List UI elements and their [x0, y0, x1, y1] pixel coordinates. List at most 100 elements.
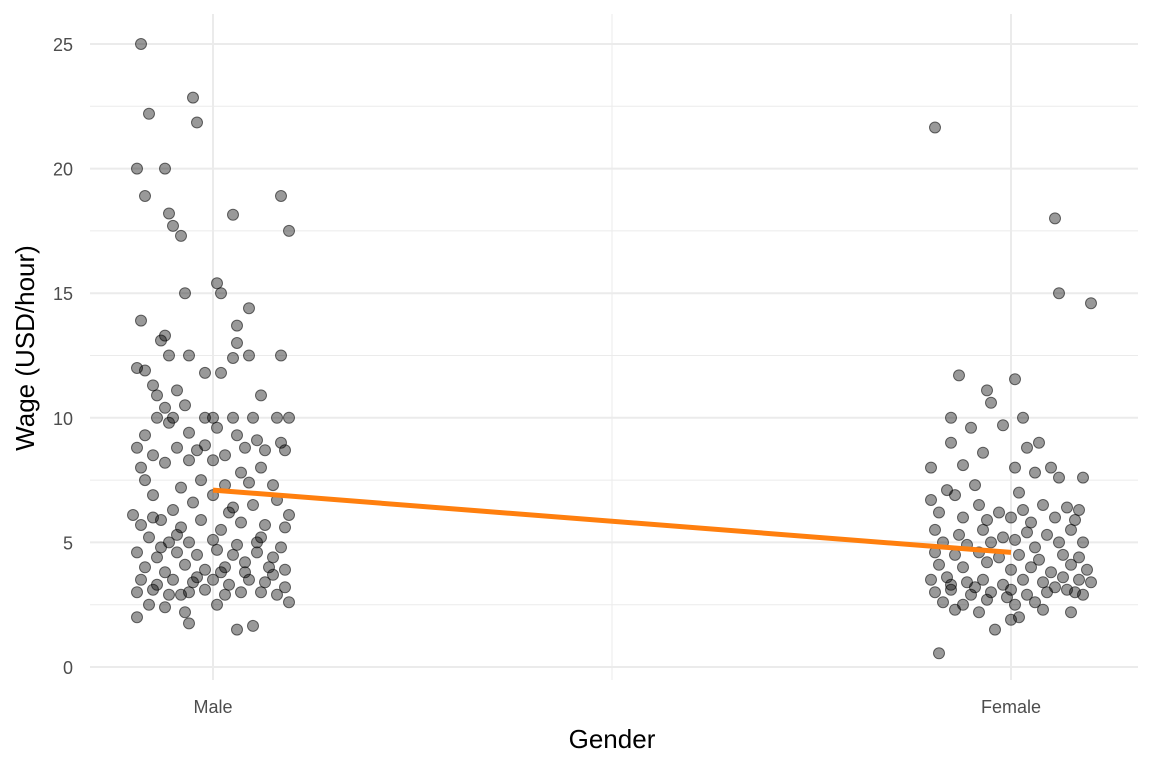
data-point	[973, 499, 985, 511]
data-point	[151, 411, 163, 424]
data-point	[151, 551, 163, 564]
data-point	[981, 384, 993, 397]
data-point	[925, 494, 937, 506]
data-point	[167, 573, 179, 586]
data-point	[251, 546, 263, 559]
data-point	[259, 444, 271, 457]
data-point	[235, 466, 247, 479]
data-point	[183, 617, 195, 630]
data-point	[1069, 514, 1081, 526]
data-point	[1021, 441, 1033, 454]
data-point	[997, 531, 1009, 544]
data-point	[1017, 411, 1029, 424]
data-point	[267, 551, 279, 564]
data-point	[131, 611, 143, 624]
data-point	[1081, 563, 1093, 576]
data-point	[159, 601, 171, 614]
data-point	[187, 91, 199, 104]
data-point	[247, 619, 259, 632]
data-point	[941, 571, 953, 584]
data-point	[1001, 591, 1013, 604]
data-point	[143, 531, 155, 544]
data-point	[159, 162, 171, 175]
data-point	[231, 538, 243, 551]
data-point	[231, 429, 243, 442]
data-point	[275, 190, 287, 202]
data-point	[215, 366, 227, 379]
data-point	[171, 441, 183, 454]
data-point	[239, 556, 251, 569]
y-tick-label: 5	[63, 533, 73, 553]
gridlines	[90, 14, 1138, 680]
data-point	[957, 459, 969, 472]
data-point	[223, 506, 235, 519]
data-point	[1033, 436, 1045, 449]
data-point	[1085, 297, 1097, 310]
data-point	[929, 586, 941, 599]
data-point	[179, 287, 191, 300]
data-point	[985, 536, 997, 549]
data-point	[187, 496, 199, 509]
data-point	[227, 208, 239, 221]
data-point	[949, 548, 961, 561]
data-point	[131, 162, 143, 175]
x-axis-ticks: Male Female	[193, 697, 1041, 717]
data-point	[255, 586, 267, 599]
data-point	[969, 479, 981, 492]
data-point	[993, 506, 1005, 519]
data-point	[985, 396, 997, 409]
data-point	[1033, 553, 1045, 566]
data-point	[1009, 373, 1021, 386]
data-point	[215, 287, 227, 300]
data-point	[929, 523, 941, 536]
x-tick-label: Female	[981, 697, 1041, 717]
data-point	[1029, 541, 1041, 554]
data-point	[1025, 516, 1037, 529]
data-point	[151, 389, 163, 402]
data-point	[235, 516, 247, 529]
data-point	[945, 436, 957, 449]
data-point	[207, 454, 219, 467]
data-point	[279, 563, 291, 576]
data-point	[135, 461, 147, 474]
data-point	[1077, 536, 1089, 549]
data-point	[949, 603, 961, 616]
data-point	[147, 489, 159, 502]
data-point	[1053, 287, 1065, 300]
data-point	[925, 573, 937, 586]
data-point	[279, 444, 291, 457]
data-point	[1045, 461, 1057, 474]
data-point	[1069, 586, 1081, 599]
data-point	[131, 586, 143, 599]
data-point	[231, 623, 243, 636]
data-point	[275, 436, 287, 449]
y-axis-title: Wage (USD/hour)	[10, 245, 40, 451]
data-point	[1065, 523, 1077, 536]
data-point	[139, 190, 151, 202]
data-point	[1049, 581, 1061, 594]
data-point	[1017, 504, 1029, 516]
data-point	[275, 349, 287, 362]
data-point	[1005, 583, 1017, 596]
data-point	[215, 566, 227, 579]
data-point	[267, 568, 279, 581]
data-point	[227, 411, 239, 424]
data-point	[211, 543, 223, 556]
data-point	[1037, 576, 1049, 589]
data-point	[1009, 461, 1021, 474]
data-point	[1073, 551, 1085, 564]
data-point	[179, 399, 191, 412]
data-point	[969, 581, 981, 594]
data-point	[1021, 588, 1033, 601]
x-tick-label: Male	[193, 697, 232, 717]
data-point	[259, 519, 271, 531]
data-point	[183, 536, 195, 549]
data-point	[135, 38, 147, 50]
data-point	[1013, 548, 1025, 561]
data-point	[155, 541, 167, 554]
data-point	[945, 578, 957, 591]
data-point	[139, 364, 151, 377]
data-point	[957, 511, 969, 524]
data-points	[127, 38, 1097, 660]
